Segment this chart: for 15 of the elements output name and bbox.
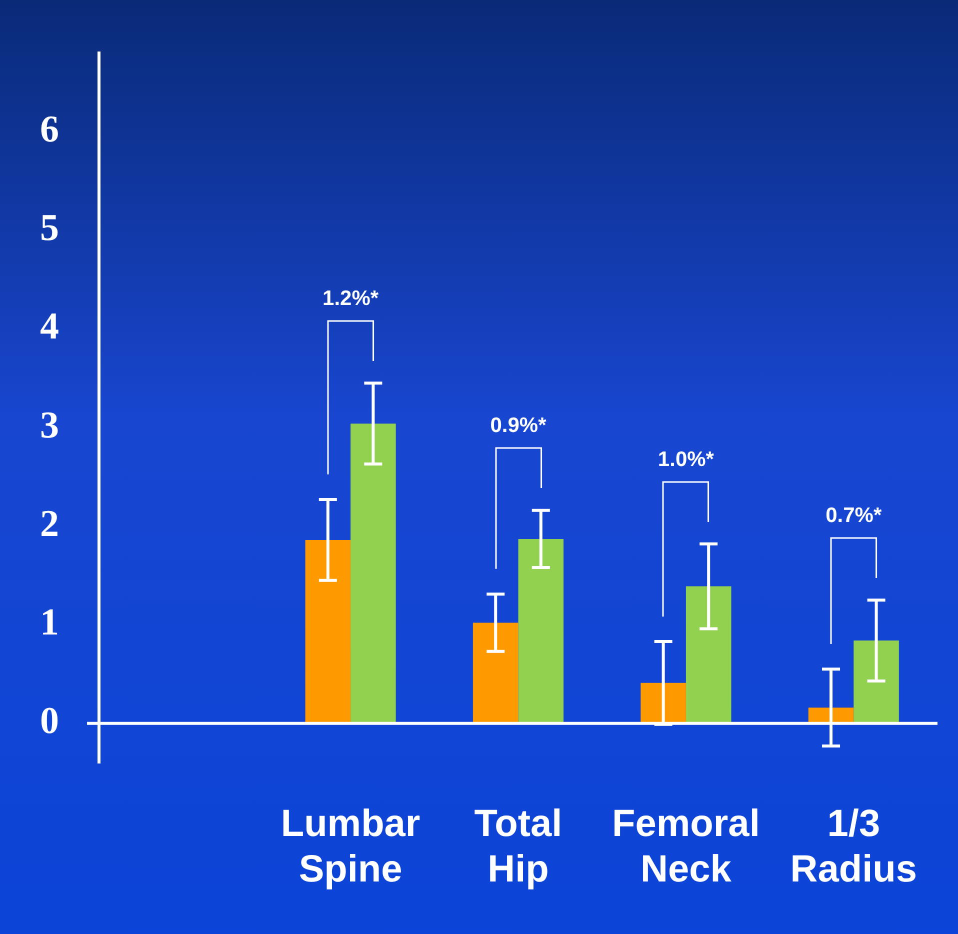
x-tick-label: Femoral Neck (612, 803, 760, 891)
x-tick-label: Lumbar Spine (280, 803, 420, 891)
annotation: 1.0%* (658, 448, 714, 472)
y-tick-label: 6 (40, 108, 59, 150)
y-tick-label: 4 (40, 306, 59, 348)
y-tick-label: 0 (40, 700, 59, 742)
y-tick-label: 1 (40, 602, 59, 644)
annotation: 0.7%* (826, 504, 882, 528)
y-tick-label: 2 (40, 502, 59, 545)
annotation: 0.9%* (490, 414, 546, 438)
annotation: 1.2%* (322, 287, 379, 312)
y-tick-label: 3 (40, 404, 59, 446)
x-tick-label: Total Hip (474, 803, 562, 891)
y-tick-label: 5 (40, 207, 59, 250)
x-tick-label: 1/3 Radius (790, 803, 918, 891)
